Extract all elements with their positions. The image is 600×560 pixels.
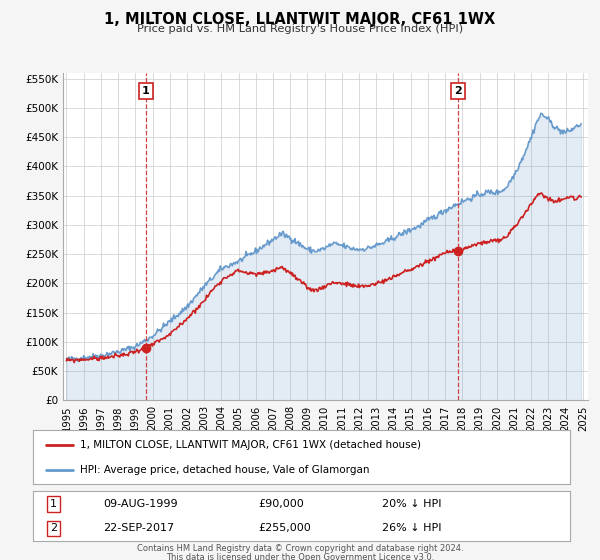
- Text: 1: 1: [50, 499, 57, 509]
- Text: £90,000: £90,000: [259, 499, 304, 509]
- Text: 20% ↓ HPI: 20% ↓ HPI: [382, 499, 442, 509]
- Text: 09-AUG-1999: 09-AUG-1999: [103, 499, 178, 509]
- Text: 22-SEP-2017: 22-SEP-2017: [103, 524, 174, 533]
- Text: 26% ↓ HPI: 26% ↓ HPI: [382, 524, 442, 533]
- Text: 2: 2: [50, 524, 57, 533]
- Text: Contains HM Land Registry data © Crown copyright and database right 2024.: Contains HM Land Registry data © Crown c…: [137, 544, 463, 553]
- Text: Price paid vs. HM Land Registry's House Price Index (HPI): Price paid vs. HM Land Registry's House …: [137, 24, 463, 34]
- Text: 1, MILTON CLOSE, LLANTWIT MAJOR, CF61 1WX (detached house): 1, MILTON CLOSE, LLANTWIT MAJOR, CF61 1W…: [80, 440, 421, 450]
- Text: This data is licensed under the Open Government Licence v3.0.: This data is licensed under the Open Gov…: [166, 553, 434, 560]
- Text: HPI: Average price, detached house, Vale of Glamorgan: HPI: Average price, detached house, Vale…: [80, 465, 370, 475]
- Text: 1: 1: [142, 86, 149, 96]
- Text: £255,000: £255,000: [259, 524, 311, 533]
- Text: 2: 2: [454, 86, 461, 96]
- Text: 1, MILTON CLOSE, LLANTWIT MAJOR, CF61 1WX: 1, MILTON CLOSE, LLANTWIT MAJOR, CF61 1W…: [104, 12, 496, 27]
